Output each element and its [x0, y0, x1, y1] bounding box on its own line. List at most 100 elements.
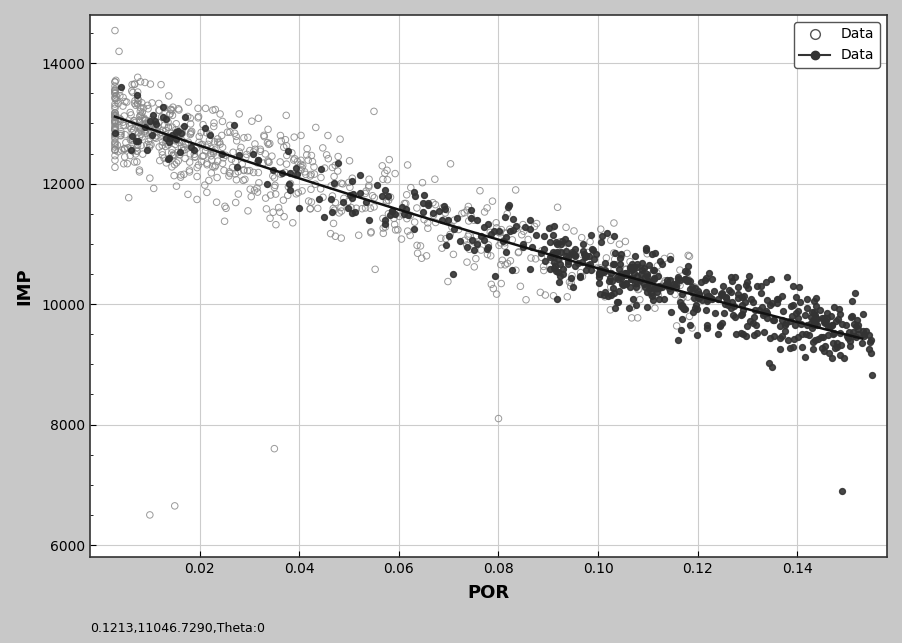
Data: [197, 150, 211, 161]
Point: [746, 296, 760, 307]
Data: [516, 219, 530, 230]
Data: [640, 249, 655, 259]
Point: [125, 131, 140, 141]
Point: [675, 289, 689, 299]
Point: [857, 329, 871, 339]
Point: [593, 289, 607, 299]
Point: [720, 296, 734, 307]
Point: [437, 201, 451, 212]
Data: [232, 147, 246, 157]
Point: [634, 258, 649, 268]
Data: [690, 295, 704, 305]
Point: [178, 112, 192, 122]
Point: [800, 320, 815, 330]
Point: [565, 249, 579, 259]
Data: [608, 254, 622, 264]
Point: [638, 272, 652, 282]
Point: [612, 264, 626, 274]
Point: [564, 273, 578, 283]
Data: [545, 222, 559, 233]
Point: [825, 352, 840, 363]
Point: [640, 271, 654, 282]
Point: [603, 273, 618, 283]
Data: [305, 156, 319, 167]
Point: [805, 320, 820, 330]
Data: [217, 216, 232, 226]
Point: [502, 200, 516, 210]
Data: [168, 140, 182, 150]
Data: [498, 238, 512, 248]
Data: [674, 295, 688, 305]
Data: [167, 170, 181, 181]
Data: [124, 133, 139, 143]
Data: [175, 128, 189, 138]
Data: [143, 510, 157, 520]
Data: [155, 147, 170, 157]
Point: [518, 222, 532, 233]
Point: [173, 147, 188, 157]
Data: [216, 158, 230, 168]
Data: [303, 204, 318, 214]
Point: [787, 300, 801, 310]
Data: [133, 125, 148, 136]
Data: [124, 86, 139, 96]
Data: [210, 134, 225, 144]
Point: [699, 292, 713, 302]
Data: [117, 120, 132, 131]
Point: [604, 276, 619, 287]
Data: [441, 276, 456, 287]
Data: [124, 80, 139, 90]
Point: [556, 264, 570, 274]
Data: [184, 127, 198, 138]
Point: [140, 145, 154, 155]
Data: [144, 127, 159, 138]
Data: [205, 154, 219, 165]
Data: [273, 169, 288, 179]
Text: 0.1213,11046.7290,Theta:0: 0.1213,11046.7290,Theta:0: [90, 622, 265, 635]
Point: [747, 312, 761, 322]
Data: [243, 165, 257, 176]
Point: [677, 274, 692, 284]
Point: [657, 294, 671, 304]
Point: [651, 271, 666, 281]
Point: [282, 167, 297, 177]
Point: [639, 243, 653, 253]
Point: [815, 343, 830, 353]
Data: [188, 152, 202, 163]
Data: [253, 144, 268, 154]
Point: [722, 285, 736, 295]
Point: [722, 300, 736, 310]
Data: [299, 169, 313, 179]
Point: [378, 185, 392, 195]
Point: [675, 300, 689, 310]
Data: [107, 109, 122, 119]
Point: [817, 317, 832, 327]
Point: [795, 329, 809, 339]
Data: [165, 162, 179, 172]
Point: [692, 289, 706, 300]
Point: [544, 250, 558, 260]
Point: [566, 282, 580, 293]
Data: [466, 237, 481, 247]
Data: [288, 154, 302, 164]
Point: [647, 265, 661, 275]
Data: [575, 233, 589, 243]
Data: [204, 143, 218, 154]
Data: [259, 204, 273, 214]
Point: [716, 281, 731, 291]
Data: [624, 312, 639, 323]
Point: [830, 342, 844, 352]
Point: [568, 250, 583, 260]
Data: [127, 98, 142, 109]
Point: [739, 280, 753, 291]
Point: [757, 308, 771, 318]
Data: [567, 248, 582, 258]
Data: [276, 195, 290, 205]
Point: [516, 239, 530, 249]
Point: [776, 306, 790, 316]
Data: [299, 143, 314, 154]
Data: [130, 146, 144, 156]
Data: [383, 192, 398, 203]
Point: [420, 198, 435, 208]
Point: [375, 191, 390, 201]
